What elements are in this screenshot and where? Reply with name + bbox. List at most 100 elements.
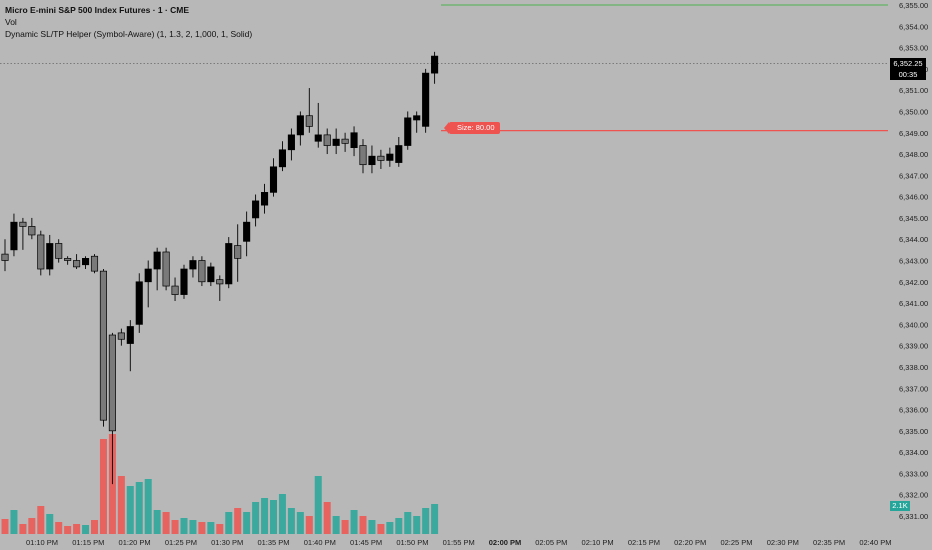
volume-bar: [117, 476, 125, 534]
time-tick-label: 02:15 PM: [628, 538, 660, 547]
price-tick-label: 6,349.00: [899, 129, 928, 138]
candle-body: [261, 192, 269, 206]
position-size-label: Size: 80.00: [444, 122, 500, 134]
candle-body: [55, 243, 63, 259]
candle-body: [198, 260, 206, 283]
volume-bar: [19, 524, 27, 534]
volume-bar: [55, 522, 63, 534]
volume-bar: [207, 522, 215, 534]
price-tick-label: 6,333.00: [899, 469, 928, 478]
candle-body: [64, 258, 72, 261]
price-tick-label: 6,345.00: [899, 214, 928, 223]
candle-body: [108, 334, 116, 432]
volume-bar: [126, 486, 134, 534]
volume-bar: [270, 500, 277, 534]
volume-indicator-label[interactable]: Vol: [5, 17, 17, 27]
candle-body: [234, 245, 242, 259]
volume-bar: [162, 512, 170, 534]
price-tick-label: 6,331.00: [899, 512, 928, 521]
price-tick-label: 6,339.00: [899, 342, 928, 351]
volume-bar: [341, 520, 349, 534]
candle-body: [431, 55, 439, 74]
volume-bar: [422, 508, 430, 534]
price-axis[interactable]: 6,355.006,354.006,353.006,352.006,351.00…: [899, 1, 928, 521]
time-tick-label: 01:25 PM: [165, 538, 197, 547]
volume-bar: [305, 516, 313, 534]
volume-bar: [314, 476, 322, 534]
candle-body: [37, 234, 45, 270]
candle-body: [278, 149, 287, 168]
price-tick-label: 6,337.00: [899, 384, 928, 393]
time-tick-label: 02:25 PM: [720, 538, 752, 547]
time-tick-label: 01:30 PM: [211, 538, 243, 547]
candle-body: [189, 260, 197, 270]
volume-bar: [252, 502, 260, 534]
candle-body: [10, 221, 18, 251]
volume-bar: [377, 524, 385, 534]
volume-bar: [82, 525, 90, 534]
volume-bar: [404, 512, 412, 534]
symbol-title[interactable]: Micro E-mini S&P 500 Index Futures · 1 ·…: [5, 5, 190, 15]
candle-body: [269, 166, 278, 193]
candle-body: [350, 132, 358, 149]
price-tick-label: 6,332.00: [899, 491, 928, 500]
last-price-tag: 6,352.25 00:35: [890, 57, 926, 80]
candle-body: [305, 115, 313, 127]
candle-body: [252, 200, 260, 219]
price-tick-label: 6,354.00: [899, 22, 928, 31]
volume-bar: [144, 479, 152, 534]
candle-body: [422, 72, 430, 127]
time-tick-label: 02:00 PM: [489, 538, 522, 547]
price-tick-label: 6,347.00: [899, 171, 928, 180]
candle-body: [386, 153, 394, 161]
volume-bar: [180, 518, 188, 534]
volume-bar: [296, 512, 304, 534]
time-tick-label: 02:05 PM: [535, 538, 567, 547]
candle-body: [46, 243, 54, 270]
volume-bar: [10, 510, 18, 534]
volume-bar: [234, 508, 242, 534]
time-axis[interactable]: 01:10 PM 01:15 PM 01:20 PM 01:25 PM 01:30 PM…: [26, 538, 892, 547]
candle-body: [153, 251, 161, 270]
candle-body: [99, 270, 108, 421]
volume-bar: [64, 526, 72, 534]
volume-bar: [278, 494, 286, 534]
candle-body: [314, 134, 322, 142]
candle-body: [117, 332, 125, 340]
time-tick-label: 01:35 PM: [257, 538, 289, 547]
candle-body: [171, 285, 179, 295]
candle-body: [135, 281, 143, 325]
volume-bar: [350, 510, 358, 534]
candle-body: [323, 134, 331, 146]
indicator-label[interactable]: Dynamic SL/TP Helper (Symbol-Aware) (1, …: [5, 29, 253, 39]
candle-body: [144, 268, 152, 283]
price-tick-label: 6,353.00: [899, 44, 928, 53]
time-tick-label: 02:20 PM: [674, 538, 706, 547]
candle-body: [377, 155, 385, 161]
volume-bar: [386, 522, 394, 534]
price-tick-label: 6,336.00: [899, 406, 928, 415]
price-tick-label: 6,340.00: [899, 320, 928, 329]
candle-body: [162, 251, 170, 287]
volume-bar: [287, 508, 295, 534]
volume-bar: [395, 518, 403, 534]
candle-body: [359, 145, 367, 166]
time-tick-label: 01:55 PM: [443, 538, 475, 547]
volume-bar: [243, 512, 251, 534]
volume-bar: [73, 524, 81, 534]
candle-body: [216, 279, 224, 285]
time-tick-label: 01:40 PM: [304, 538, 336, 547]
volume-bar: [413, 516, 421, 534]
volume-bar: [171, 520, 179, 534]
price-tick-label: 6,351.00: [899, 86, 928, 95]
volume-bar: [261, 498, 269, 534]
candle-body: [287, 134, 295, 151]
volume-bar: [332, 516, 340, 534]
volume-bar: [368, 520, 376, 534]
candle-body: [207, 266, 215, 283]
price-tick-label: 6,348.00: [899, 150, 928, 159]
candle-body: [180, 268, 188, 295]
candle-body: [404, 117, 412, 146]
price-tick-label: 6,342.00: [899, 278, 928, 287]
